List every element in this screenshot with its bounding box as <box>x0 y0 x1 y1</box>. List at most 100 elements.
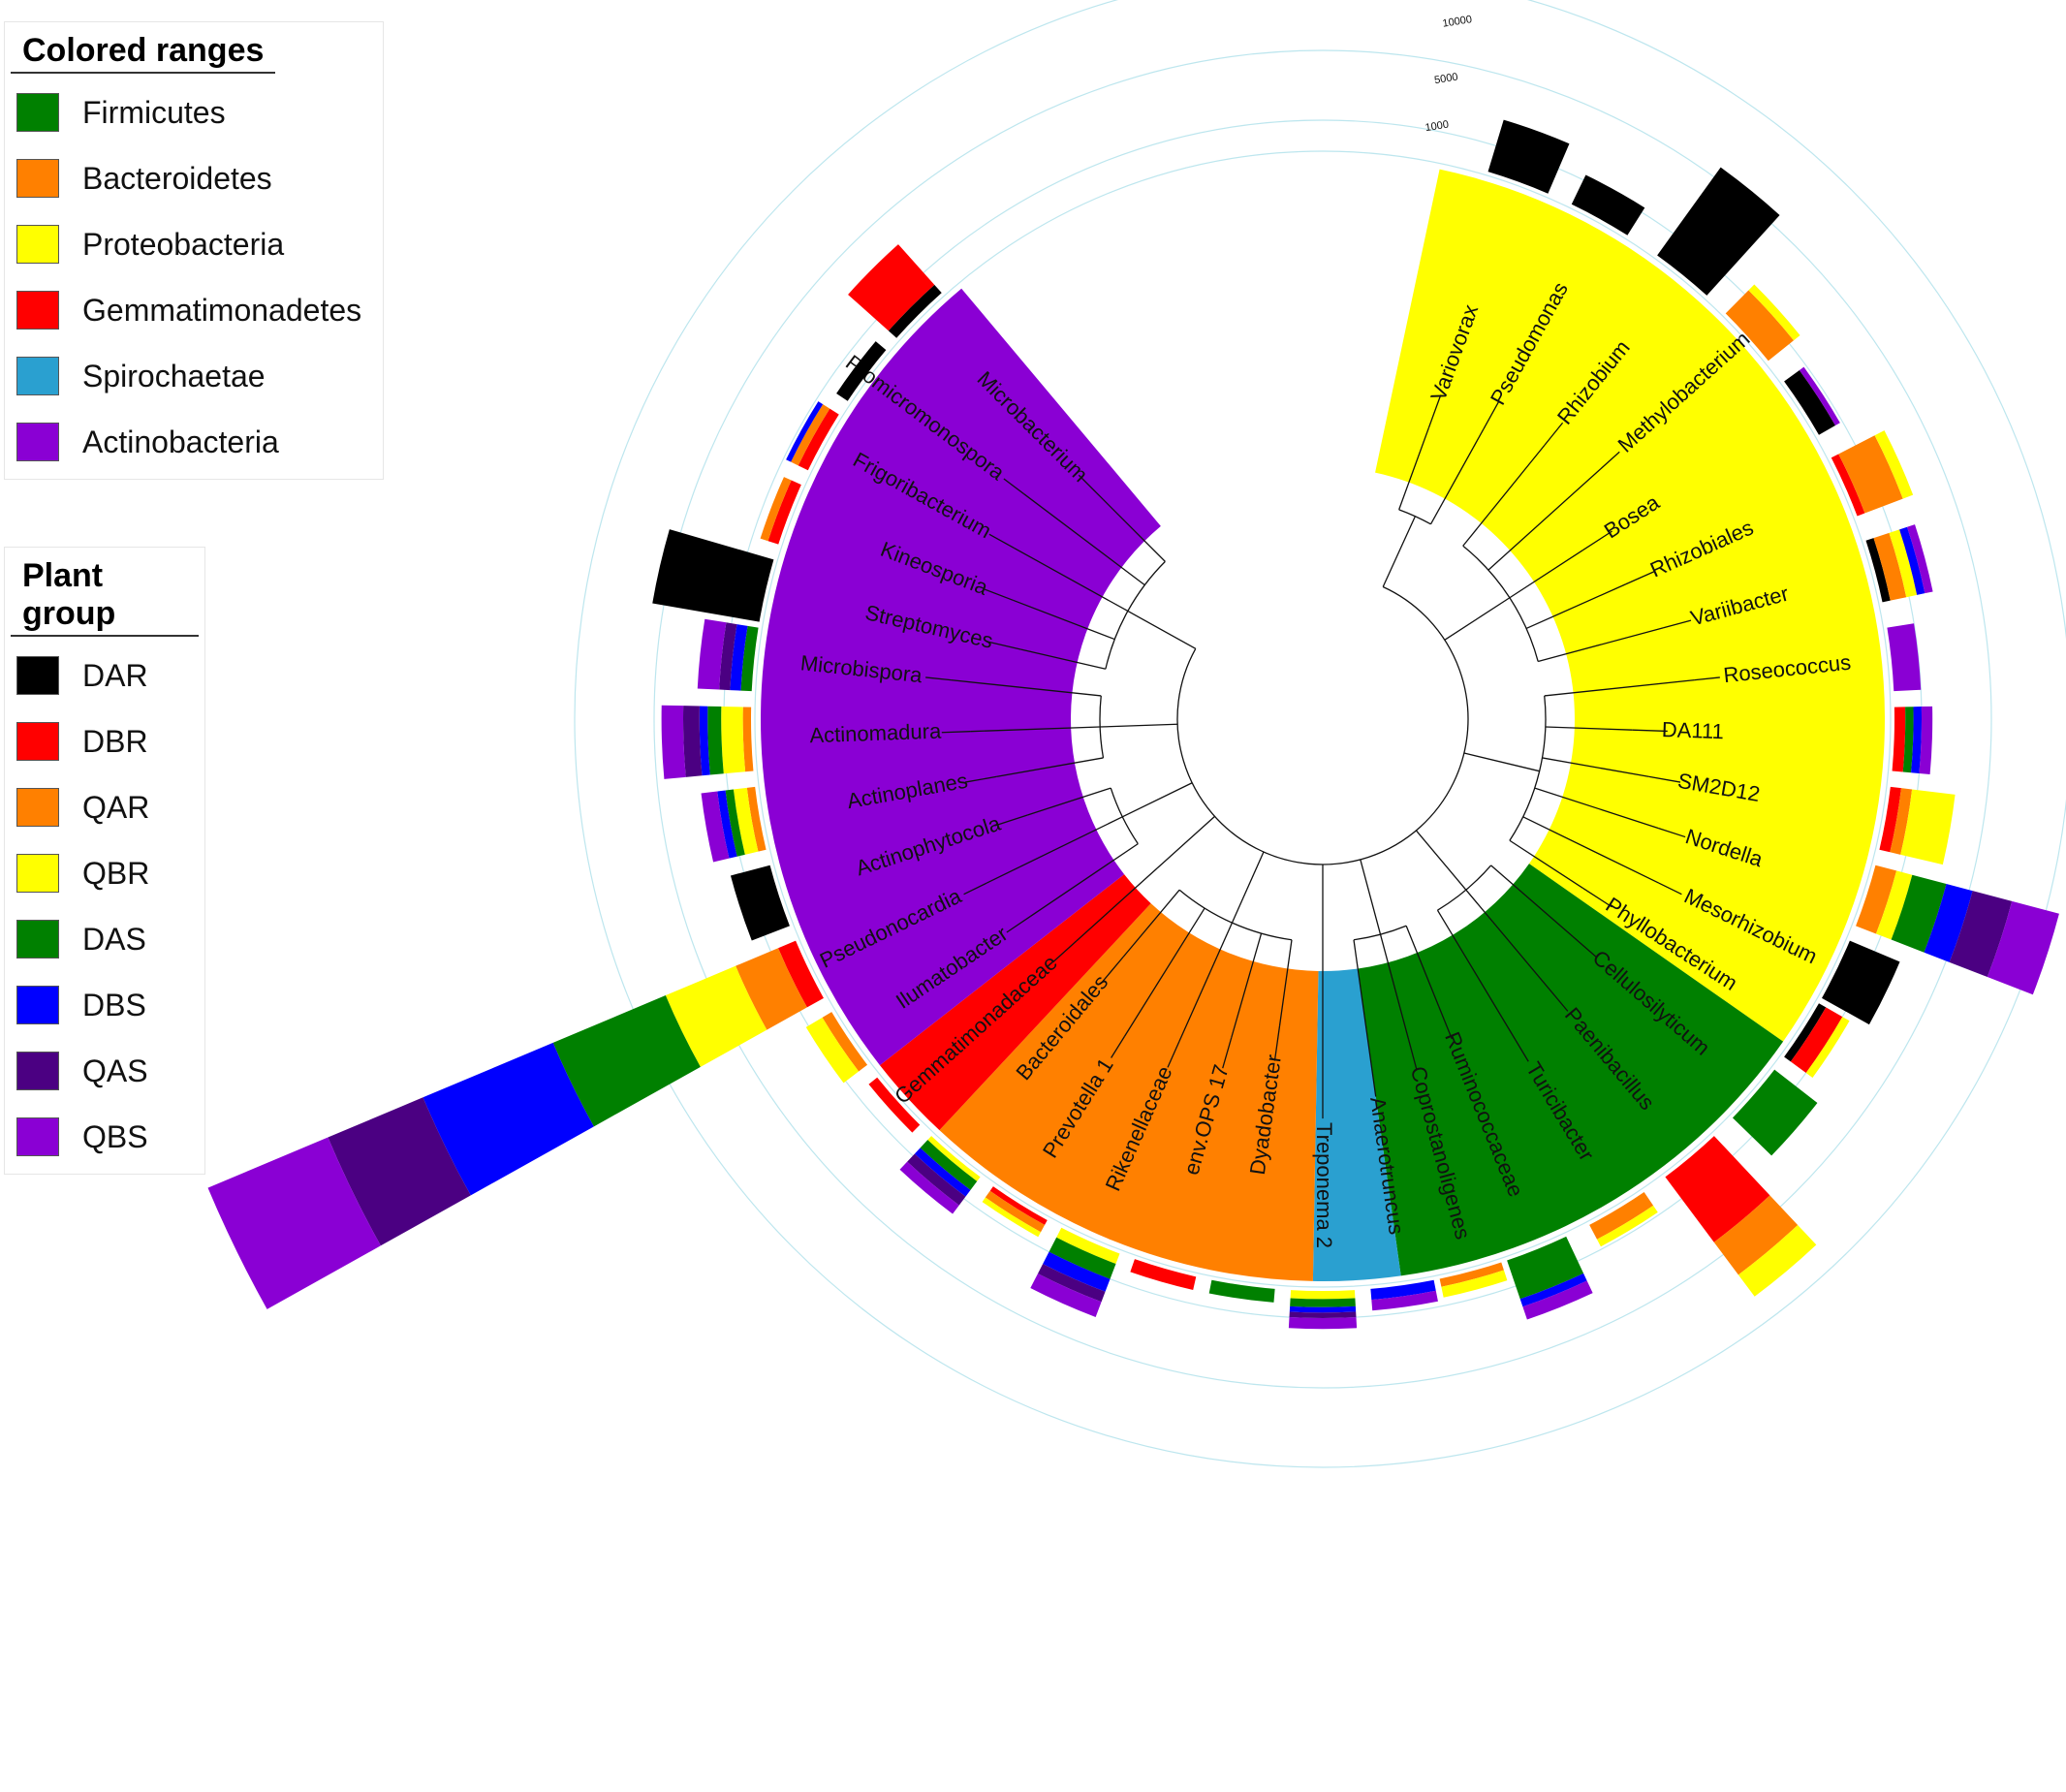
abundance-bar-dbs <box>717 790 737 859</box>
root-branch <box>1415 830 1467 891</box>
plant-group-legend-label: QBR <box>82 855 150 891</box>
abundance-bar-qbr <box>805 1017 860 1084</box>
range-legend-swatch <box>16 159 59 198</box>
clade-branch <box>1123 907 1205 1037</box>
abundance-bar-qbs <box>1030 1273 1102 1317</box>
range-legend-label: Bacteroidetes <box>82 160 272 196</box>
clade-branch <box>1178 922 1234 1042</box>
leaf-branch <box>1694 676 1720 681</box>
abundance-bar-qar <box>1713 1195 1799 1275</box>
leaf-branch <box>1438 1006 1453 1040</box>
root-branch <box>1156 815 1215 869</box>
root-branch <box>1127 610 1197 649</box>
leaf-branch <box>1572 935 1598 959</box>
abundance-bar-dbs <box>1519 1273 1587 1307</box>
abundance-bar-das <box>1732 1069 1818 1156</box>
range-proteobacteria <box>1375 169 1886 1042</box>
abundance-bar-qar <box>1439 1262 1504 1287</box>
range-legend-label: Proteobacteria <box>82 226 285 262</box>
scale-label: 10000 <box>1442 14 1473 30</box>
root-branch <box>1382 516 1416 587</box>
plant-group-legend-item: QAR <box>5 774 204 840</box>
abundance-bar-qar <box>791 404 830 466</box>
clade-branch <box>1029 843 1139 918</box>
plant-group-legend-item: DAS <box>5 906 204 972</box>
plant-group-legend-swatch <box>16 1117 59 1156</box>
range-spirochaetae <box>1312 968 1401 1281</box>
plant-group-legend-item: DAR <box>5 643 204 708</box>
plant-group-legend-swatch <box>16 986 59 1024</box>
abundance-bar-qar <box>985 1190 1046 1233</box>
abundance-bar-dbs <box>786 401 824 462</box>
clade-branch <box>1353 939 1373 1069</box>
abundance-bar-das <box>552 995 701 1127</box>
range-actinobacteria <box>761 288 1161 1066</box>
abundance-bar-dar <box>1657 167 1780 296</box>
range-legend-item: Proteobacteria <box>5 211 383 277</box>
abundance-bar-qbr <box>1748 284 1800 341</box>
leaf-label: Actinomadura <box>809 719 942 748</box>
plant-group-legend-item: QBS <box>5 1104 204 1170</box>
range-legend-item: Bacteroidetes <box>5 145 383 211</box>
range-gemmatimonadetes <box>879 874 1151 1131</box>
leaf-branch <box>1111 1036 1126 1058</box>
clade-branch <box>970 726 1101 733</box>
leaf-branch <box>941 731 971 734</box>
abundance-bar-qbr <box>1597 1205 1658 1247</box>
leaf-branch <box>983 588 1014 602</box>
clade-branch <box>1545 726 1633 731</box>
clade-branch <box>1487 468 1602 571</box>
plant-group-legend-item: QAS <box>5 1038 204 1104</box>
abundance-bar-das <box>1208 1279 1275 1303</box>
abundance-bar-qas <box>1289 1311 1357 1318</box>
abundance-bar-qas <box>328 1097 471 1246</box>
abundance-bar-qbr <box>1737 1224 1817 1297</box>
plant-group-legend-swatch <box>16 788 59 827</box>
leaf-branch <box>1427 394 1442 428</box>
range-legend-label: Actinobacteria <box>82 424 279 459</box>
abundance-bar-qbr <box>1441 1270 1508 1298</box>
range-legend-item: Spirochaetae <box>5 343 383 409</box>
abundance-bar-qbs <box>1987 900 2059 995</box>
abundance-bar-dbr <box>1130 1259 1197 1290</box>
plant-group-legend-swatch <box>16 920 59 959</box>
abundance-bar-qas <box>1949 891 2013 978</box>
plant-group-legend-label: QBS <box>82 1118 148 1154</box>
clade-branch <box>1023 493 1145 586</box>
abundance-bar-dbs <box>423 1042 594 1196</box>
range-legend-swatch <box>16 93 59 132</box>
abundance-bar-qbr <box>1056 1227 1120 1265</box>
clade-branch <box>1076 867 1158 942</box>
abundance-bar-dar <box>1784 1003 1827 1062</box>
leaf-branch <box>1052 940 1078 963</box>
clade-branch <box>1509 550 1583 599</box>
leaf-branch <box>1006 916 1031 933</box>
leaf-branch <box>1582 887 1612 908</box>
leaf-branch <box>1078 474 1105 501</box>
abundance-bar-qbs <box>207 1137 381 1309</box>
abundance-bars <box>207 119 2059 1330</box>
abundance-bar-dbs <box>699 706 710 776</box>
clade-branch <box>1544 679 1695 697</box>
range-legend-item: Actinobacteria <box>5 409 383 475</box>
abundance-bar-qas <box>907 1153 966 1206</box>
abundance-bar-dbs <box>730 624 748 691</box>
range-legend-label: Firmicutes <box>82 94 226 130</box>
root-branch <box>1231 851 1265 924</box>
abundance-bar-qbr <box>982 1197 1042 1238</box>
abundance-bar-das <box>1507 1236 1584 1300</box>
range-legend-swatch <box>16 357 59 395</box>
abundance-bar-qbs <box>1371 1290 1438 1311</box>
abundance-bar-dbr <box>989 1186 1048 1225</box>
abundance-bar-qar <box>760 477 792 542</box>
legend-title-ranges: Colored ranges <box>11 26 276 74</box>
abundance-bar-qar <box>1890 788 1913 855</box>
clade-branch <box>1405 926 1440 1007</box>
abundance-bar-dbs <box>1899 526 1925 595</box>
abundance-bar-dbr <box>1879 786 1901 853</box>
abundance-bar-das <box>1891 874 1947 953</box>
abundance-bar-qbs <box>701 791 730 863</box>
leaf-branch <box>1003 478 1025 495</box>
abundance-bar-qbr <box>1874 430 1914 499</box>
scale-ring <box>653 49 1992 1389</box>
